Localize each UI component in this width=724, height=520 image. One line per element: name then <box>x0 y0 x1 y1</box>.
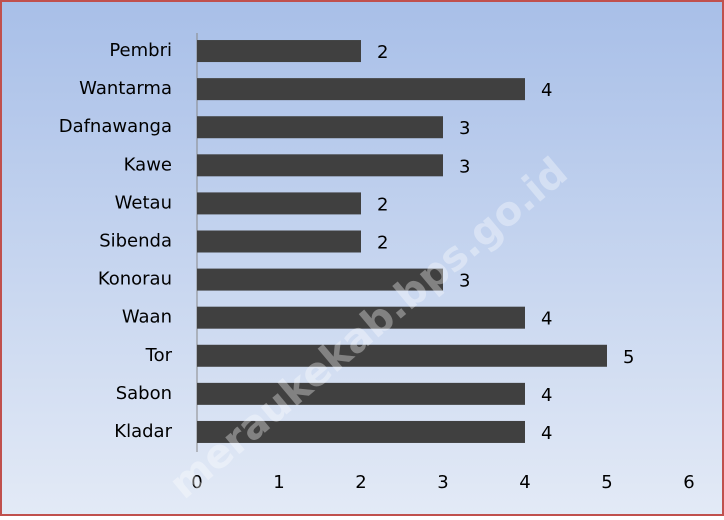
data-label: 4 <box>541 423 552 444</box>
data-label: 2 <box>377 42 388 63</box>
bar <box>197 154 443 177</box>
y-tick-label: Sabon <box>116 383 172 404</box>
x-tick-label: 0 <box>191 472 202 493</box>
y-tick-label: Pembri <box>109 40 172 61</box>
data-label: 3 <box>459 156 470 177</box>
bar <box>197 192 361 215</box>
x-tick-label: 6 <box>683 472 694 493</box>
bar <box>197 268 443 291</box>
data-label: 4 <box>541 80 552 101</box>
bar <box>197 40 361 63</box>
data-label: 3 <box>459 118 470 139</box>
data-label: 2 <box>377 233 388 254</box>
y-tick-label: Kawe <box>124 154 172 175</box>
y-tick-label: Waan <box>122 307 172 328</box>
y-tick-label: Dafnawanga <box>59 116 172 137</box>
data-label: 5 <box>623 347 634 368</box>
y-tick-label: Wetau <box>115 192 172 213</box>
bar <box>197 420 525 443</box>
data-label: 3 <box>459 271 470 292</box>
y-tick-label: Wantarma <box>79 78 172 99</box>
data-label: 2 <box>377 194 388 215</box>
x-tick-label: 5 <box>601 472 612 493</box>
x-tick-label: 4 <box>519 472 530 493</box>
bar <box>197 78 525 101</box>
x-tick-label: 2 <box>355 472 366 493</box>
bar <box>197 382 525 405</box>
y-tick-label: Sibenda <box>99 231 172 252</box>
data-label: 4 <box>541 385 552 406</box>
y-tick-label: Konorau <box>98 269 172 290</box>
bar <box>197 230 361 253</box>
y-tick-label: Tor <box>145 345 173 366</box>
x-tick-label: 1 <box>273 472 284 493</box>
bar <box>197 344 607 367</box>
x-tick-label: 3 <box>437 472 448 493</box>
bar <box>197 116 443 139</box>
data-label: 4 <box>541 309 552 330</box>
y-tick-label: Kladar <box>114 421 172 442</box>
bar <box>197 306 525 329</box>
